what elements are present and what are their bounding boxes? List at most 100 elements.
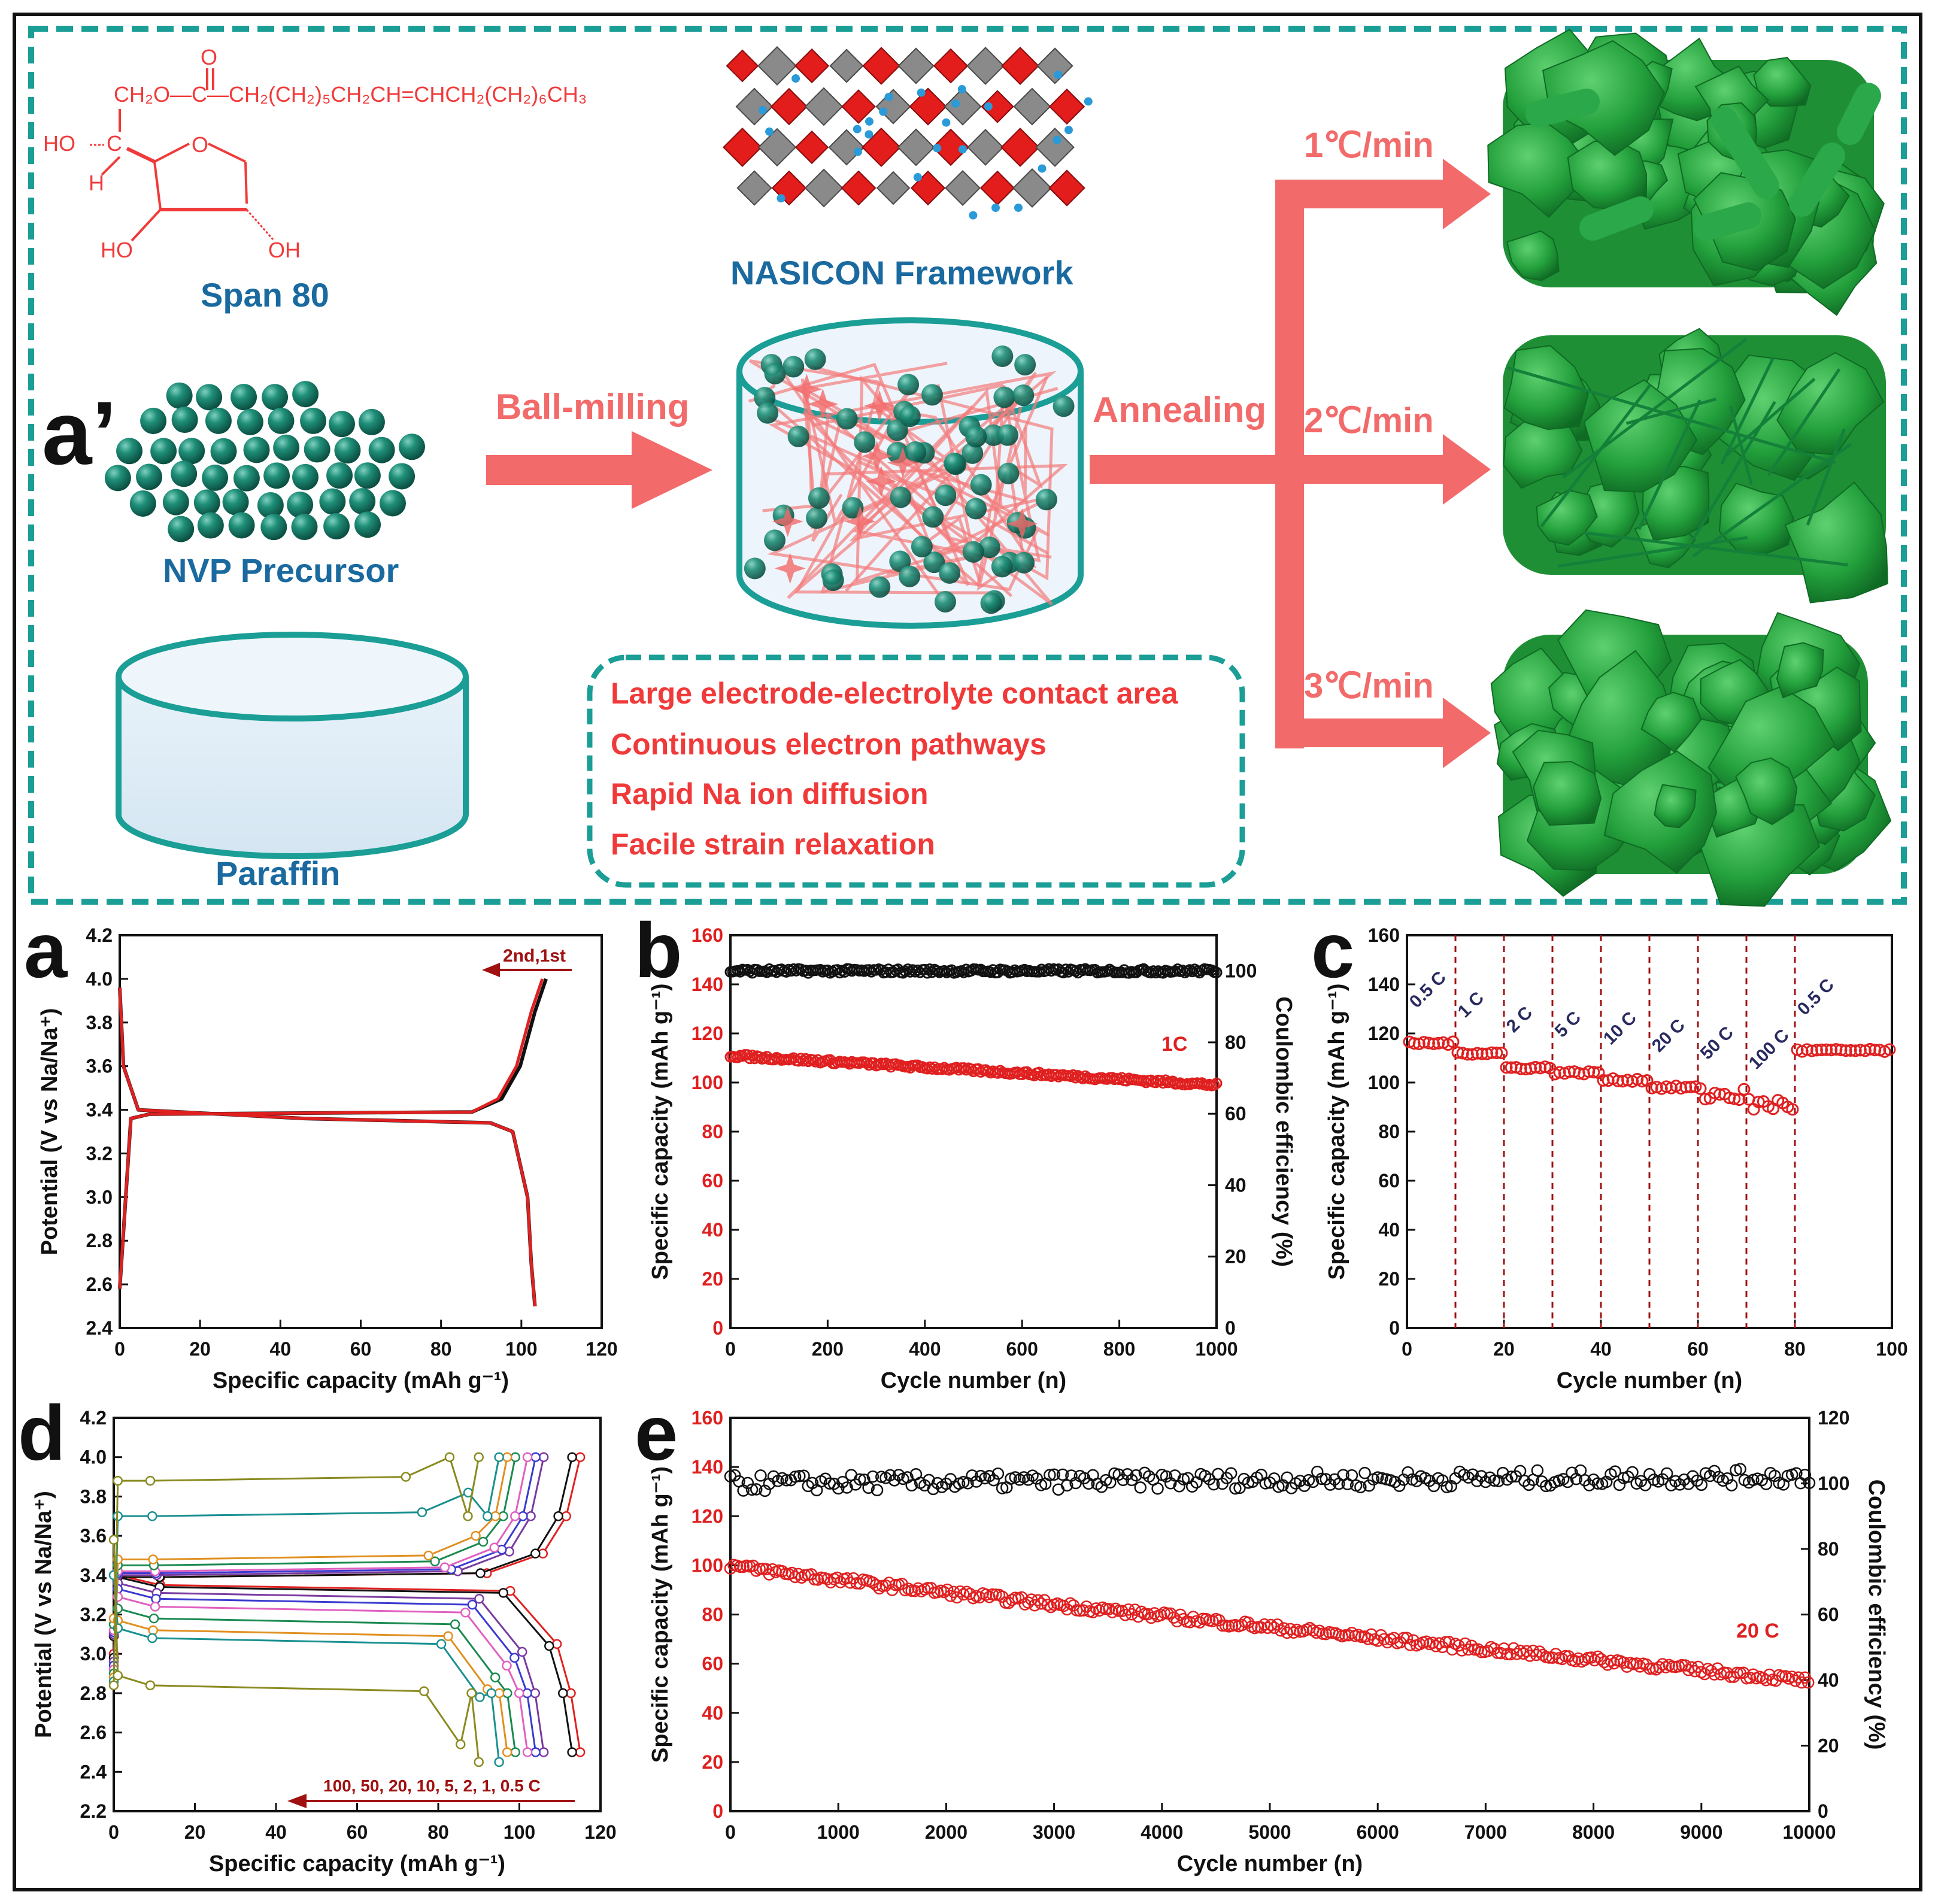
ce-point [1734,1463,1746,1475]
span80-formula-ho2: HO [101,238,133,262]
nvp-precursor-particles [104,381,425,542]
precursor-particle [292,463,319,490]
capacity-point [1588,1654,1601,1667]
rate-label-1: 1℃/min [1304,126,1434,165]
vo6-octahedron [794,130,829,165]
ce-point [1665,1479,1678,1491]
paraffin-label: Paraffin [216,854,341,892]
panel-label-d: d [18,1389,65,1476]
voltage-point [150,1602,160,1612]
annealing-label: Annealing [1093,390,1266,430]
voltage-point [460,1607,471,1618]
rate-point [1446,1035,1460,1048]
ce-point [866,1470,879,1483]
precursor-particle [326,462,353,489]
capacity-point [1041,1599,1054,1611]
ce-point [1184,964,1196,976]
voltage-point [148,1613,159,1624]
na-ion-dot [917,88,926,97]
y-tick-label: 3.8 [86,1012,113,1033]
nanorod [1579,196,1654,241]
product-3c-facet [1776,642,1824,699]
capacity-point [1109,1602,1122,1615]
x-tick-label: 5000 [1248,1821,1291,1843]
mixture-particle [1014,354,1036,376]
mixture-particle [854,431,876,453]
mixture-particle [783,356,805,378]
benefit-1: Large electrode-electrolyte contact area [611,677,1179,710]
ce-point [984,966,996,978]
rate-point [1844,1044,1857,1057]
ce-point [1354,1481,1367,1493]
y2-tick-label: 40 [1225,1174,1246,1196]
capacity-point [1569,1654,1582,1667]
na-ion-dot [991,204,1000,213]
ce-point [788,1471,802,1483]
capacity-point [1475,1645,1488,1659]
rate-point [1505,1061,1518,1074]
na-ion-dot [791,74,800,83]
capacity-point [1067,1069,1079,1081]
ce-point [1376,1472,1388,1485]
nanosheet-edge [1625,398,1717,425]
ce-point [1315,1472,1328,1485]
schematic-panel: a’ O CH₂O—C—CH₂(CH₂)₅CH₂CH=CHCH₂(CH₂)₆CH… [28,26,1907,907]
precursor-particle [205,407,232,434]
voltage-point [419,1686,429,1696]
x-tick-label: 20 [1493,1338,1515,1360]
ce-point [1613,1478,1626,1491]
na-ion-dot [853,125,862,134]
voltage-point [575,1747,586,1757]
precursor-particle [273,434,300,461]
mixture-particle [757,402,779,424]
rate-label: 0.5 C [1406,968,1450,1012]
y2-tick-label: 20 [1225,1246,1246,1268]
ce-point [745,1483,759,1496]
vo6-octahedron [981,90,1014,123]
mixture-particle [822,569,844,592]
na-ion-dot [1053,135,1061,144]
na-ion-dot [765,127,774,136]
voltage-point [475,1692,485,1702]
rate-point [1834,1044,1848,1057]
capacity-point [1057,1599,1070,1612]
x-tick-label: 120 [586,1338,617,1360]
y2-tick-label: 20 [1818,1735,1839,1757]
x-tick-label: 9000 [1680,1821,1722,1843]
ce-point [1591,1477,1605,1490]
capacity-point [1708,1668,1721,1681]
schematic-dashed-border [28,26,1907,905]
mixture-particle [997,462,1020,484]
vo6-octahedron [1048,169,1085,207]
voltage-point [471,1530,481,1541]
capacity-point [1420,1635,1433,1648]
voltage-point [566,1688,576,1699]
y-tick-label: 20 [702,1268,723,1290]
mixture-particle [993,386,1015,408]
mixture-particle [764,363,786,385]
mixture-particle [899,565,921,587]
ce-point [728,1469,741,1482]
voltage-point [567,1747,577,1757]
rate-point [1456,1047,1469,1060]
chart-panel-b: b0 200 400 600 800 1000020406080100120140160C… [635,906,1296,1393]
ce-point [1479,1475,1492,1488]
capacity-point [1099,1602,1112,1615]
span80-formula-c: C [107,131,122,156]
na-ion-dot [942,118,951,127]
y2-tick-label: 0 [1818,1800,1828,1822]
product-2c-image [1503,328,1888,604]
ce-point [1160,1470,1173,1483]
ce-point [1721,1472,1734,1485]
capacity-point [1164,1607,1177,1620]
po4-tetrahedron [829,48,864,83]
voltage-point [108,1535,119,1545]
outer-frame [13,13,1922,1891]
rate-point [1616,1075,1629,1088]
charge-curve-0 [118,978,548,1289]
rate-point [1470,1047,1484,1060]
voltage-point [486,1688,497,1699]
capacity-point [1433,1637,1446,1650]
nasicon-crystal-image [723,46,1096,234]
voltage-point [439,1562,450,1572]
